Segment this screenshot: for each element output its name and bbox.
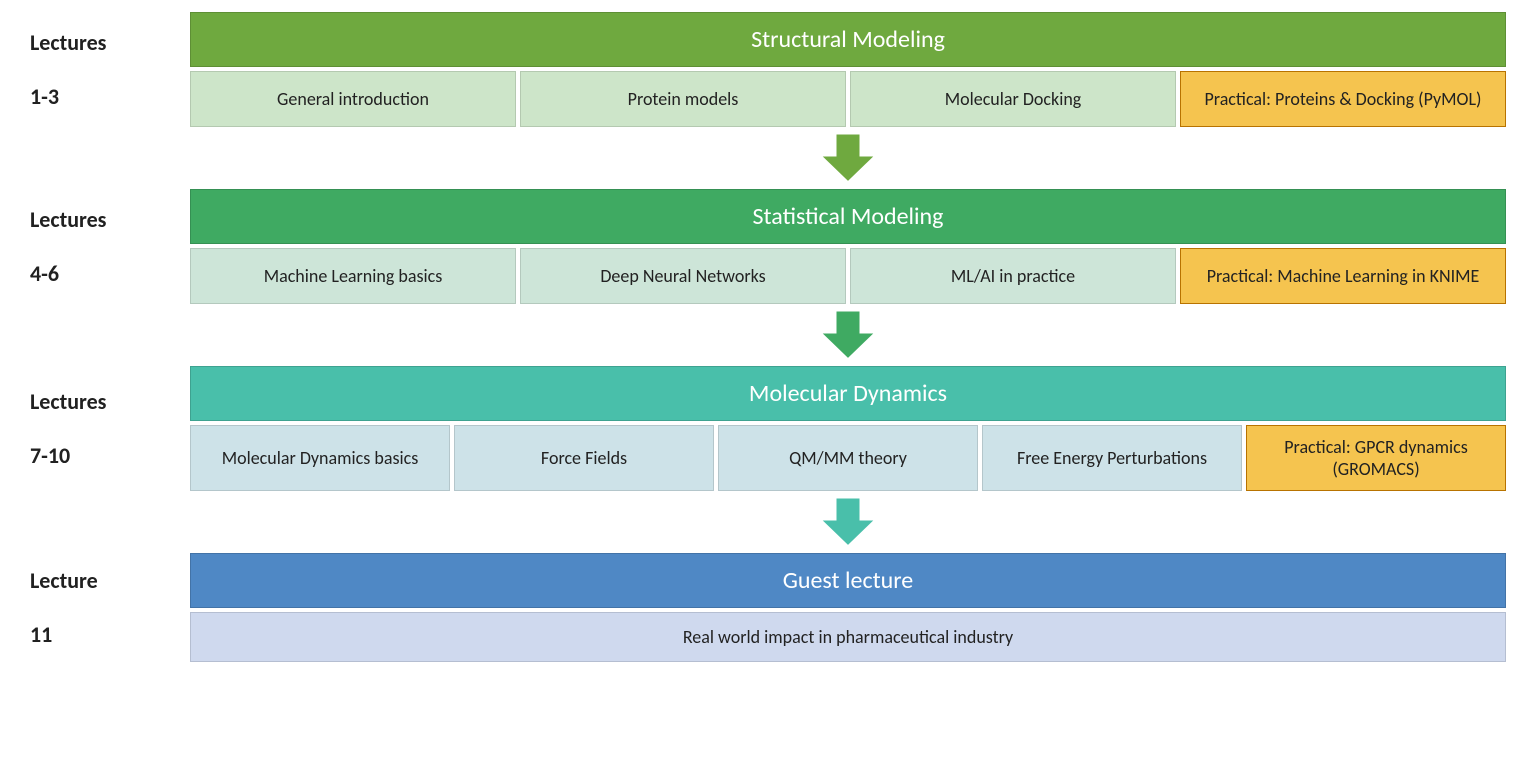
label-bottom: 7-10 <box>30 438 70 473</box>
topic-cell: Protein models <box>520 71 846 127</box>
section-header: Molecular Dynamics <box>190 366 1506 421</box>
practical-cell: Practical: Machine Learning in KNIME <box>1180 248 1506 304</box>
topic-cell: Molecular Dynamics basics <box>190 425 450 491</box>
down-arrow-icon <box>813 129 883 187</box>
topics-row: General introduction Protein models Mole… <box>190 71 1506 127</box>
topics-row: Machine Learning basics Deep Neural Netw… <box>190 248 1506 304</box>
section-molecular-dynamics: Lectures 7-10 Molecular Dynamics Molecul… <box>30 366 1506 491</box>
section-label: Lectures 7-10 <box>30 366 190 491</box>
section-label: Lectures 4-6 <box>30 189 190 304</box>
down-arrow-icon <box>813 306 883 364</box>
section-structural: Lectures 1-3 Structural Modeling General… <box>30 12 1506 127</box>
topic-cell: QM/MM theory <box>718 425 978 491</box>
topic-cell: General introduction <box>190 71 516 127</box>
down-arrow-icon <box>813 493 883 551</box>
topic-cell: Deep Neural Networks <box>520 248 846 304</box>
arrow-row <box>190 306 1506 364</box>
section-statistical: Lectures 4-6 Statistical Modeling Machin… <box>30 189 1506 304</box>
label-top: Lecture <box>30 563 98 598</box>
section-label: Lecture 11 <box>30 553 190 662</box>
topic-cell: Force Fields <box>454 425 714 491</box>
label-top: Lectures <box>30 384 106 419</box>
section-guest-lecture: Lecture 11 Guest lecture Real world impa… <box>30 553 1506 662</box>
topics-row: Molecular Dynamics basics Force Fields Q… <box>190 425 1506 491</box>
label-bottom: 1-3 <box>30 79 59 114</box>
arrow-row <box>190 129 1506 187</box>
topic-cell: Free Energy Perturbations <box>982 425 1242 491</box>
practical-cell: Practical: Proteins & Docking (PyMOL) <box>1180 71 1506 127</box>
label-top: Lectures <box>30 25 106 60</box>
practical-cell: Practical: GPCR dynamics (GROMACS) <box>1246 425 1506 491</box>
section-header: Statistical Modeling <box>190 189 1506 244</box>
label-bottom: 4-6 <box>30 256 59 291</box>
section-content: Statistical Modeling Machine Learning ba… <box>190 189 1506 304</box>
section-header: Structural Modeling <box>190 12 1506 67</box>
section-content: Structural Modeling General introduction… <box>190 12 1506 127</box>
section-label: Lectures 1-3 <box>30 12 190 127</box>
topic-cell: Machine Learning basics <box>190 248 516 304</box>
topic-cell: Molecular Docking <box>850 71 1176 127</box>
topics-row: Real world impact in pharmaceutical indu… <box>190 612 1506 662</box>
topic-cell: ML/AI in practice <box>850 248 1176 304</box>
section-content: Molecular Dynamics Molecular Dynamics ba… <box>190 366 1506 491</box>
section-content: Guest lecture Real world impact in pharm… <box>190 553 1506 662</box>
full-topic-cell: Real world impact in pharmaceutical indu… <box>190 612 1506 662</box>
label-top: Lectures <box>30 202 106 237</box>
arrow-row <box>190 493 1506 551</box>
section-header: Guest lecture <box>190 553 1506 608</box>
label-bottom: 11 <box>30 617 52 652</box>
